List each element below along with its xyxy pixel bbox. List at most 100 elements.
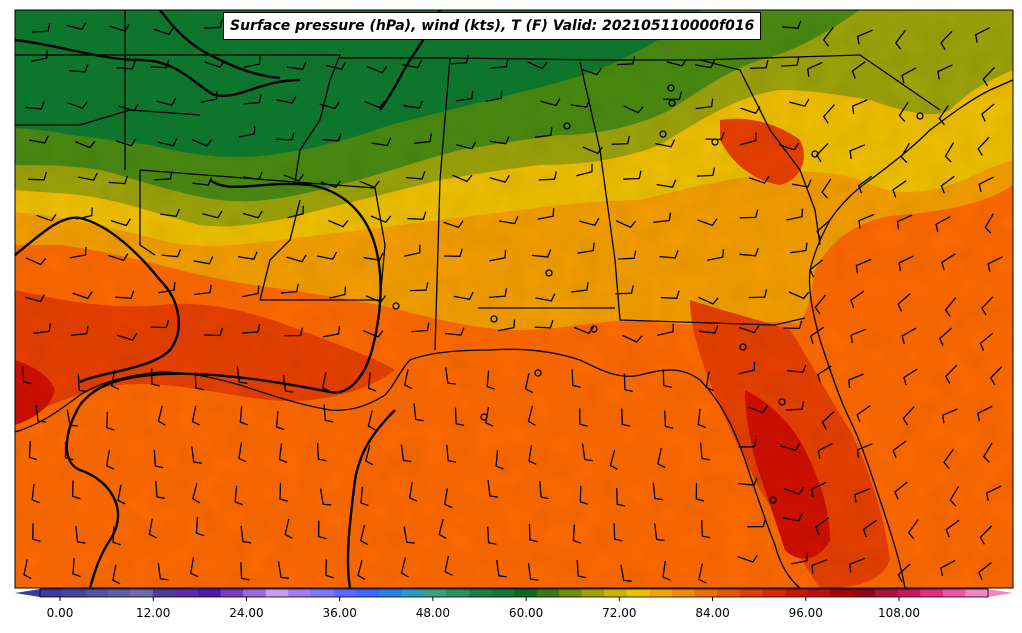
wind-barb <box>978 561 992 581</box>
calm-wind-circle <box>590 325 598 333</box>
wind-barb <box>817 365 832 383</box>
wind-barb <box>850 290 865 309</box>
wind-barb <box>781 57 800 67</box>
wind-barb <box>363 252 384 261</box>
wind-barb <box>64 441 74 461</box>
wind-barb <box>654 523 665 542</box>
wind-barb <box>698 325 719 334</box>
wind-barb <box>938 105 949 126</box>
atlantic-coastline <box>808 79 1013 588</box>
colorbar-segment <box>514 589 538 597</box>
wind-barb <box>821 178 832 199</box>
wind-barb <box>413 403 424 422</box>
wind-barb <box>695 482 705 502</box>
wind-barb <box>538 171 557 181</box>
wind-barb <box>898 101 909 122</box>
wind-barb <box>894 29 907 50</box>
wind-barb <box>821 410 835 430</box>
wind-barb <box>581 67 602 76</box>
wind-barb <box>191 138 213 147</box>
wind-barb <box>851 99 868 115</box>
wind-barb <box>855 258 872 274</box>
wind-barb <box>322 133 342 142</box>
wind-barb <box>622 334 643 343</box>
wind-barb <box>535 293 556 302</box>
wind-barb <box>791 179 812 188</box>
isobars <box>15 10 442 588</box>
wind-barb <box>659 250 679 259</box>
wind-barb <box>450 54 469 65</box>
colorbar-segment <box>265 589 289 597</box>
wind-barb <box>325 559 334 579</box>
colorbar-extend-right <box>988 589 1013 597</box>
wind-barb <box>110 369 120 390</box>
wind-barb <box>977 136 990 156</box>
wind-barb <box>328 219 349 228</box>
wind-barb <box>157 405 166 426</box>
wind-barb <box>571 369 581 388</box>
wind-barb <box>400 557 409 578</box>
calm-wind-circle <box>563 122 571 130</box>
wind-barb <box>204 60 226 68</box>
wind-barb <box>316 443 327 462</box>
wind-barb <box>849 144 866 159</box>
wind-barb <box>856 443 873 458</box>
wind-barb <box>897 293 911 312</box>
wind-barb <box>275 410 285 431</box>
wind-barb <box>666 58 687 67</box>
colorbar-tick-label: 84.00 <box>695 606 730 620</box>
wind-barb <box>984 213 994 234</box>
wind-barb <box>367 372 377 392</box>
wind-barb <box>35 405 47 423</box>
wind-barb <box>443 220 464 229</box>
colorbar-segment <box>920 589 944 597</box>
wind-barb <box>528 523 538 543</box>
wind-barb <box>116 61 136 70</box>
calm-wind-circles <box>392 84 924 504</box>
wind-barb <box>791 552 809 565</box>
wind-barb <box>540 98 561 107</box>
colorbar-segment <box>852 589 876 597</box>
wind-barb <box>894 481 908 500</box>
wind-barb <box>402 60 422 69</box>
wind-barb <box>489 288 508 299</box>
colorbar-segment <box>942 589 966 597</box>
wind-barb <box>277 561 290 579</box>
colorbar-segment <box>784 589 808 597</box>
wind-barb <box>898 255 914 272</box>
state-border-2 <box>139 169 386 301</box>
wind-barb <box>705 131 725 141</box>
wind-barb <box>945 519 960 538</box>
state-border-1 <box>139 170 156 256</box>
calm-wind-circle <box>769 496 777 504</box>
wind-barb <box>987 256 1003 272</box>
wind-barb <box>892 180 907 198</box>
colorbar-tick-label: 72.00 <box>602 606 637 620</box>
wind-barb <box>66 22 87 31</box>
wind-barb <box>740 106 761 114</box>
wind-barb <box>242 285 260 298</box>
wind-barb <box>151 367 160 387</box>
wind-barb <box>411 322 430 333</box>
wind-barb <box>25 257 47 266</box>
wind-barb <box>112 526 121 546</box>
wind-barb <box>662 369 672 389</box>
wind-barb <box>786 208 804 221</box>
wind-barb <box>698 296 719 305</box>
wind-barb <box>979 332 994 351</box>
colorbar-segment <box>559 589 583 597</box>
wind-barb <box>66 409 79 427</box>
wind-barb <box>982 442 993 463</box>
wind-barb <box>660 290 680 299</box>
wind-barb <box>780 442 801 451</box>
state-border-5 <box>434 57 451 351</box>
colorbar-segment <box>220 589 244 597</box>
wind-barb <box>490 58 509 69</box>
wind-barb <box>284 327 304 337</box>
wind-barb <box>849 557 865 573</box>
colorbar-segments <box>40 589 989 597</box>
wind-barb <box>118 103 139 112</box>
wind-barb <box>28 171 48 181</box>
wind-barb <box>579 485 589 505</box>
wind-barb <box>698 563 707 584</box>
